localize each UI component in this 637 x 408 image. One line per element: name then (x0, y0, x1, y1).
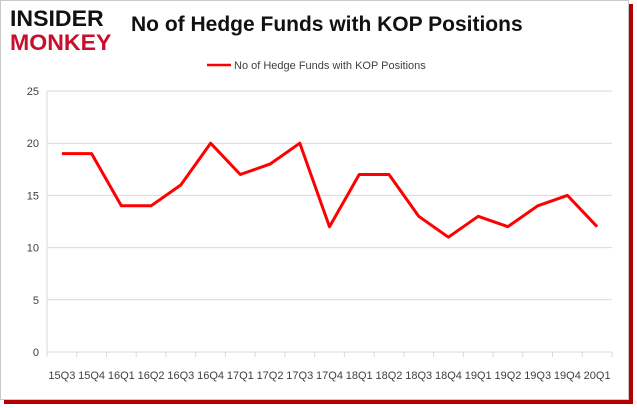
y-tick-label: 20 (27, 138, 39, 150)
chart-frame: INSIDER MONKEY No of Hedge Funds with KO… (0, 0, 629, 400)
x-tick-label: 18Q3 (405, 370, 432, 382)
x-tick-label: 17Q4 (316, 370, 343, 382)
insider-monkey-logo: INSIDER MONKEY (10, 7, 122, 55)
x-tick-label: 17Q1 (227, 370, 254, 382)
chart-title: No of Hedge Funds with KOP Positions (131, 13, 523, 36)
logo-line-1: INSIDER (10, 6, 104, 31)
x-tick-label: 19Q3 (524, 370, 551, 382)
x-tick-label: 15Q3 (48, 370, 75, 382)
y-tick-label: 5 (33, 295, 39, 307)
x-tick-label: 20Q1 (584, 370, 611, 382)
legend-label: No of Hedge Funds with KOP Positions (234, 60, 426, 72)
x-tick-label: 17Q2 (257, 370, 284, 382)
x-tick-label: 18Q4 (435, 370, 462, 382)
y-tick-label: 10 (27, 243, 39, 255)
x-tick-label: 16Q2 (138, 370, 165, 382)
x-tick-label: 19Q2 (494, 370, 521, 382)
x-tick-label: 19Q4 (554, 370, 581, 382)
y-tick-label: 25 (27, 86, 39, 98)
x-tick-label: 16Q3 (167, 370, 194, 382)
logo-line-2: MONKEY (10, 30, 112, 55)
series-line (61, 141, 599, 239)
x-tick-label: 16Q1 (108, 370, 135, 382)
x-tick-label: 18Q2 (376, 370, 403, 382)
line-chart: 0 5 10 15 20 25 No of Hedge Funds with KOP Po… (27, 60, 613, 382)
x-tick-label: 19Q1 (465, 370, 492, 382)
x-tick-label: 18Q1 (346, 370, 373, 382)
x-tick-label: 15Q4 (78, 370, 105, 382)
y-tick-label: 0 (33, 347, 39, 359)
y-tick-label: 15 (27, 190, 39, 202)
x-tick-label: 17Q3 (286, 370, 313, 382)
x-tick-label: 16Q4 (197, 370, 224, 382)
